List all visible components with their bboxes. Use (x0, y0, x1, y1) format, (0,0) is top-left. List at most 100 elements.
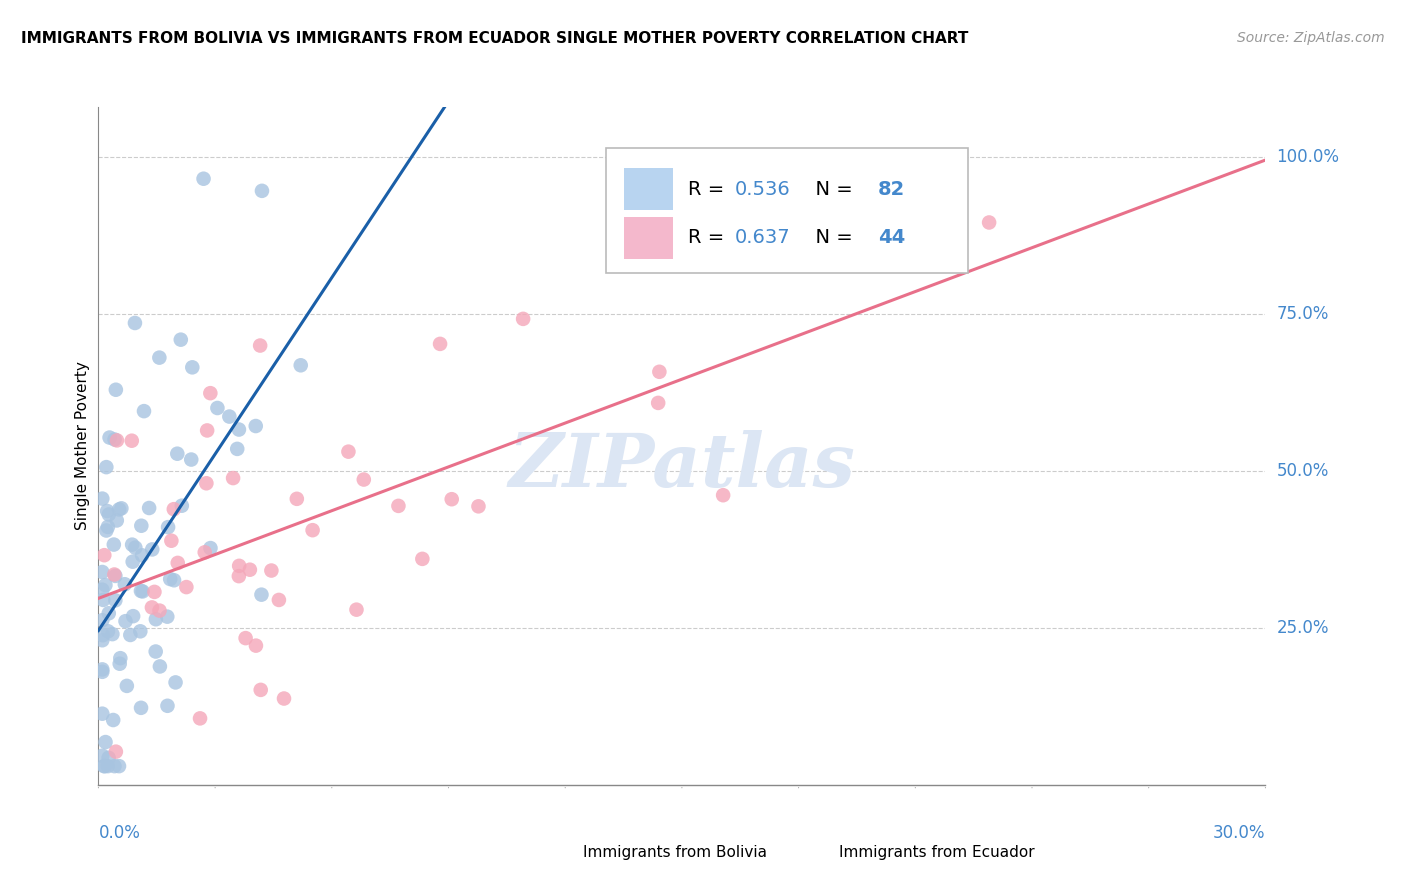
Point (108, 657, 131, 671)
Point (97, 751, 120, 765)
Point (411, 552, 433, 566)
Point (512, 311, 534, 326)
Point (228, 569, 250, 583)
Point (170, 333, 193, 347)
Point (141, 542, 163, 557)
Point (250, 184, 273, 198)
Text: N =: N = (803, 228, 859, 247)
Point (193, 171, 215, 186)
Point (188, 711, 211, 725)
Point (98, 431, 121, 445)
Point (250, 588, 273, 602)
Point (195, 424, 218, 438)
Point (245, 639, 267, 653)
Point (97, 624, 120, 639)
Point (129, 624, 152, 639)
FancyBboxPatch shape (624, 168, 672, 211)
Point (91, 628, 114, 642)
Point (160, 533, 183, 548)
Point (104, 383, 127, 397)
Text: 44: 44 (877, 228, 905, 247)
Point (124, 541, 146, 555)
Point (267, 593, 290, 607)
Point (166, 447, 188, 461)
Text: 25.0%: 25.0% (1277, 619, 1329, 637)
Point (97, 508, 120, 522)
FancyBboxPatch shape (606, 148, 967, 273)
Point (180, 452, 202, 467)
Point (239, 563, 262, 577)
Point (194, 545, 217, 559)
Text: 100.0%: 100.0% (1277, 148, 1340, 166)
Point (91, 593, 114, 607)
Point (131, 584, 153, 599)
Point (91, 665, 114, 679)
Y-axis label: Single Mother Poverty: Single Mother Poverty (75, 361, 90, 531)
Point (91, 706, 114, 721)
Point (96, 460, 118, 475)
Point (787, 231, 810, 245)
Point (97, 520, 120, 534)
Point (228, 423, 250, 437)
Point (176, 580, 198, 594)
Point (337, 444, 360, 458)
Point (114, 577, 136, 591)
Text: R =: R = (688, 228, 730, 247)
Point (91, 748, 114, 763)
Text: 82: 82 (877, 179, 905, 199)
Point (132, 404, 155, 418)
Point (290, 359, 312, 373)
Point (93, 548, 115, 562)
Point (91, 633, 114, 648)
Point (145, 644, 167, 658)
Point (91, 565, 114, 579)
Point (93, 759, 115, 773)
Point (346, 602, 368, 616)
Point (103, 759, 125, 773)
Point (301, 523, 323, 537)
Point (235, 631, 257, 645)
Point (166, 556, 188, 570)
Text: ZIPatlas: ZIPatlas (509, 430, 855, 502)
Point (141, 600, 163, 615)
Point (129, 701, 152, 715)
FancyBboxPatch shape (540, 839, 576, 869)
Point (121, 555, 143, 569)
Text: 50.0%: 50.0% (1277, 462, 1329, 480)
Point (103, 538, 125, 552)
Point (110, 651, 132, 665)
Point (148, 351, 170, 365)
Point (228, 558, 250, 573)
Point (131, 518, 153, 533)
Point (121, 434, 143, 448)
Point (108, 502, 131, 516)
Point (97, 607, 120, 621)
Point (105, 434, 128, 448)
Point (977, 215, 1000, 229)
Point (91, 582, 114, 597)
Point (94, 735, 117, 749)
Point (181, 360, 204, 375)
Text: 30.0%: 30.0% (1213, 824, 1265, 842)
Point (104, 745, 127, 759)
Point (104, 593, 127, 607)
Point (91, 613, 114, 627)
Point (245, 419, 267, 434)
Point (145, 612, 167, 626)
Point (103, 433, 125, 447)
Text: 0.637: 0.637 (734, 228, 790, 247)
Text: 0.536: 0.536 (734, 179, 790, 199)
Point (157, 520, 180, 534)
Point (120, 628, 142, 642)
Point (105, 513, 128, 527)
Point (163, 574, 186, 588)
Point (131, 549, 153, 563)
Point (285, 491, 308, 506)
Text: R =: R = (688, 179, 730, 199)
Point (170, 499, 193, 513)
Point (149, 659, 172, 673)
Point (114, 614, 136, 628)
Point (96, 504, 118, 518)
Point (648, 365, 671, 379)
Point (156, 609, 179, 624)
